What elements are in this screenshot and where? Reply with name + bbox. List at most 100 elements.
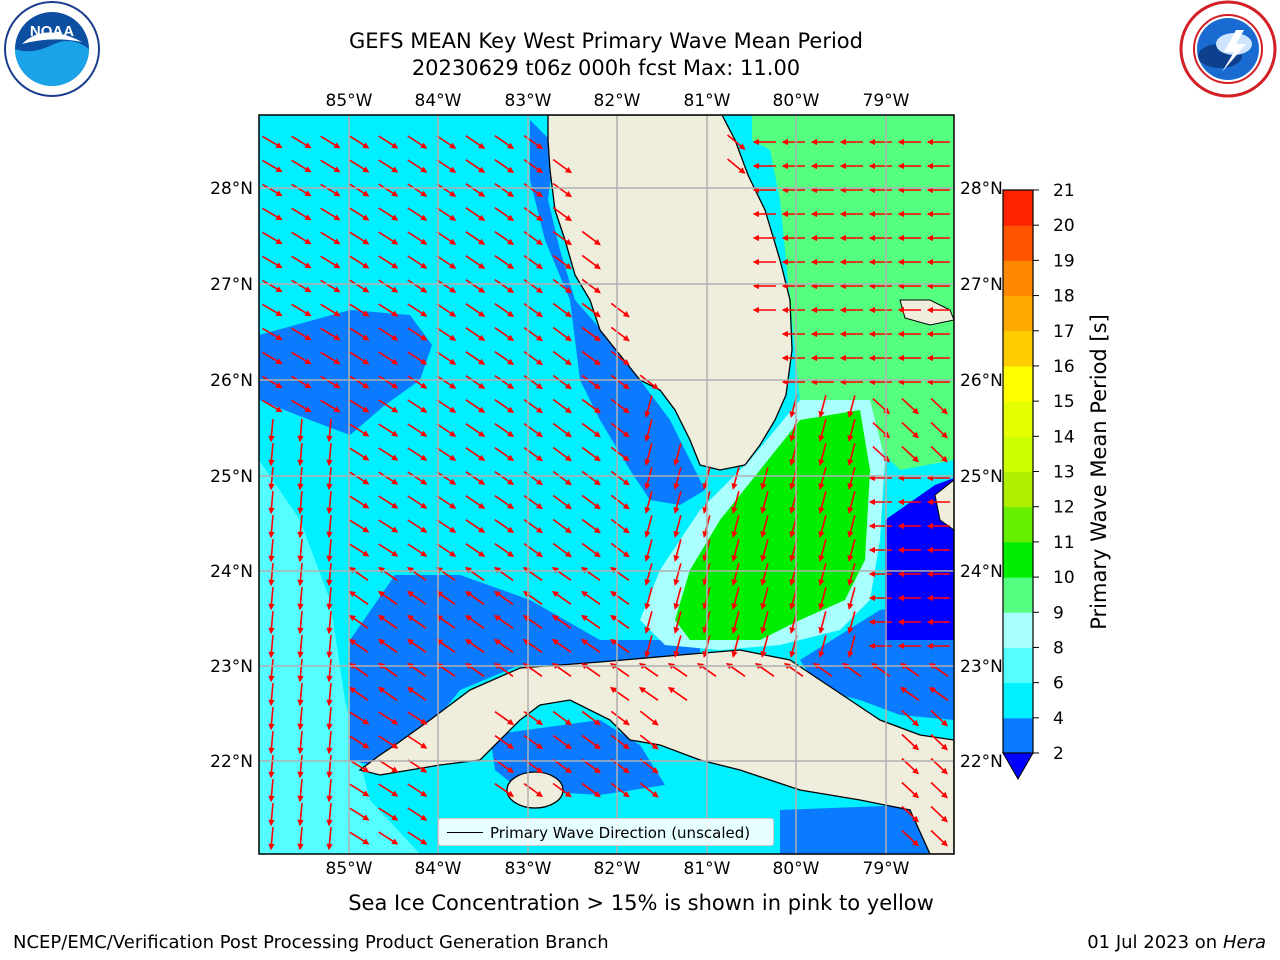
colorbar-segment — [1003, 471, 1033, 508]
wave-direction-arrow — [436, 375, 457, 389]
wave-direction-arrow — [378, 375, 399, 389]
wave-direction-arrow — [407, 807, 428, 821]
wave-direction-arrow — [436, 543, 457, 557]
wave-direction-arrow — [297, 682, 304, 707]
wave-direction-arrow — [930, 829, 948, 847]
wave-direction-arrow — [581, 350, 601, 366]
wave-direction-arrow — [760, 467, 769, 490]
wave-direction-arrow — [552, 182, 572, 198]
wave-direction-arrow — [581, 542, 601, 558]
colorbar-segment — [1003, 190, 1033, 226]
wave-direction-arrow — [378, 423, 399, 437]
wave-direction-arrow — [320, 183, 341, 197]
wave-direction-arrow — [297, 466, 304, 491]
colorbar-tick-label: 13 — [1053, 463, 1075, 483]
wave-direction-arrow — [291, 159, 312, 173]
wave-direction-arrow — [326, 658, 333, 683]
wave-direction-arrow — [348, 590, 369, 605]
wave-direction-arrow — [581, 518, 601, 534]
wave-direction-arrow — [407, 543, 428, 557]
wave-direction-arrow — [818, 467, 827, 490]
wave-direction-arrow — [349, 303, 370, 317]
wave-direction-arrow — [262, 255, 283, 269]
wave-direction-arrow — [494, 495, 515, 510]
wave-direction-arrow — [465, 543, 486, 557]
wave-direction-arrow — [673, 611, 682, 634]
footer-credit: NCEP/EMC/Verification Post Processing Pr… — [13, 932, 609, 953]
wave-direction-arrow — [551, 638, 572, 653]
wave-direction-arrow — [297, 706, 304, 731]
wave-direction-arrow — [268, 610, 275, 635]
wave-direction-arrow — [847, 587, 856, 610]
wave-direction-arrow — [552, 230, 572, 246]
colorbar-tick-label: 11 — [1053, 533, 1075, 553]
wave-direction-arrow — [523, 470, 544, 486]
wave-direction-arrow — [465, 135, 486, 149]
lat-label-right: 25°N — [960, 467, 1003, 487]
wave-direction-arrow — [523, 230, 544, 246]
wave-direction-arrow — [378, 399, 399, 413]
wave-direction-arrow — [435, 590, 456, 605]
wave-direction-arrow — [349, 495, 370, 509]
colorbar-segment — [1003, 330, 1033, 367]
wave-direction-arrow — [494, 375, 515, 390]
lon-label-top: 85°W — [326, 91, 373, 111]
wave-direction-arrow — [349, 831, 370, 845]
legend-line-sample — [447, 832, 483, 833]
wave-direction-arrow — [326, 706, 333, 731]
wave-direction-arrow — [407, 351, 428, 365]
wave-direction-arrow — [297, 658, 304, 683]
wave-direction-arrow — [644, 587, 653, 610]
wave-direction-arrow — [406, 638, 427, 653]
wave-direction-arrow — [552, 374, 572, 390]
wave-direction-arrow — [349, 543, 370, 557]
wave-direction-arrow — [465, 375, 486, 389]
wave-direction-arrow — [377, 686, 398, 701]
wave-direction-arrow — [731, 587, 740, 610]
wave-direction-arrow — [609, 638, 630, 653]
lon-label-top: 79°W — [863, 91, 910, 111]
wave-direction-arrow — [673, 635, 682, 658]
wave-direction-arrow — [349, 735, 370, 749]
wave-direction-arrow — [552, 398, 572, 414]
wave-direction-arrow — [320, 207, 341, 221]
wave-direction-arrow — [901, 781, 919, 799]
wave-direction-arrow — [847, 515, 856, 538]
lat-label-left: 26°N — [210, 371, 253, 391]
wave-direction-arrow — [297, 754, 304, 779]
wave-direction-arrow — [901, 709, 919, 727]
wave-direction-arrow — [349, 423, 370, 437]
wave-direction-arrow — [818, 611, 827, 634]
wave-direction-arrow — [522, 566, 543, 581]
wave-direction-arrow — [349, 375, 370, 389]
footer-date: 01 Jul 2023 on Hera — [1087, 931, 1266, 955]
wave-direction-arrow — [552, 326, 572, 342]
graticule — [259, 115, 954, 854]
lat-label-left: 22°N — [210, 752, 253, 772]
wave-direction-arrow — [326, 754, 333, 779]
wave-direction-arrow — [493, 590, 514, 605]
wave-direction-arrow — [580, 566, 601, 581]
florida-land — [547, 115, 793, 471]
footer-date-text: 01 Jul 2023 on — [1087, 932, 1223, 953]
isla-juventud-land — [506, 771, 564, 809]
wave-direction-arrow — [523, 782, 544, 798]
wave-direction-arrow — [407, 423, 428, 437]
wave-direction-arrow — [320, 255, 341, 269]
wave-direction-arrow — [262, 327, 283, 341]
wave-direction-arrow — [268, 802, 275, 827]
wave-direction-arrow — [523, 374, 544, 390]
wave-direction-arrow — [552, 254, 572, 270]
wave-direction-arrow — [581, 710, 601, 726]
wave-direction-arrow — [349, 207, 370, 221]
wave-direction-arrow — [731, 563, 740, 586]
wave-direction-arrow — [552, 302, 572, 318]
wave-direction-arrow — [436, 279, 457, 293]
lon-label-top: 84°W — [415, 91, 462, 111]
wave-direction-arrow — [435, 566, 456, 581]
wave-direction-arrow — [494, 783, 515, 798]
wave-direction-arrow — [297, 562, 304, 587]
wave-direction-arrow — [326, 490, 333, 515]
wave-direction-arrow — [610, 782, 630, 798]
wave-direction-arrow — [639, 782, 659, 798]
